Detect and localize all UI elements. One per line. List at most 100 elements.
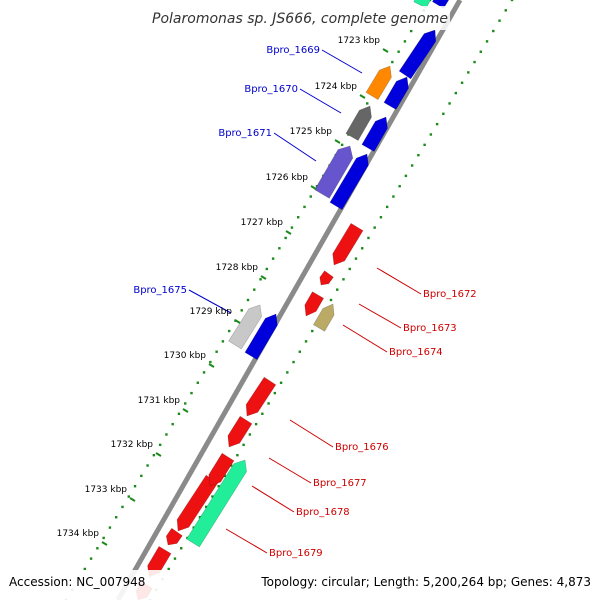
tick-dot (229, 464, 233, 467)
tick-dot (140, 474, 143, 478)
tick-dot (361, 247, 364, 250)
tick-dot (265, 267, 269, 271)
tick-dot (152, 453, 156, 457)
leader-line (251, 485, 295, 513)
leader-line (321, 49, 363, 74)
leader-line (358, 303, 402, 329)
kbp-label: 1726 kbp (266, 173, 309, 183)
gene-arrow (398, 29, 437, 80)
tick-dot (460, 81, 464, 84)
tick-dot (242, 443, 245, 447)
tick-dot (221, 340, 225, 343)
kbp-tick (285, 230, 292, 235)
kbp-label: 1723 kbp (338, 36, 381, 46)
kbp-tick (234, 319, 241, 324)
kbp-label: 1724 kbp (315, 82, 358, 92)
kbp-label: 1728 kbp (216, 263, 259, 273)
tick-dot (173, 557, 177, 560)
tick-dot (96, 547, 99, 550)
kbp-label: 1732 kbp (111, 440, 154, 450)
gene-arrow-bpro-1673 (304, 291, 325, 317)
gene-arrow-bpro-1669 (365, 65, 392, 101)
tick-dot (329, 298, 333, 302)
tick-dot (246, 298, 250, 302)
tick-dot (198, 516, 202, 519)
tick-dot (492, 29, 495, 33)
tick-dot (485, 40, 489, 43)
leader-line (225, 528, 268, 554)
gene-labels: Bpro_1669 Bpro_1670 Bpro_1671 Bpro_1672 Bpro… (133, 45, 476, 559)
gene-arrow (208, 452, 235, 487)
gene-arrow (361, 116, 388, 152)
kbp-tick (260, 275, 267, 280)
gene-arrow-bpro-1675 (228, 304, 262, 350)
tick-dot (366, 102, 369, 105)
tick-dot (379, 216, 383, 219)
gene-arrow (165, 527, 183, 546)
tick-dot (190, 391, 193, 395)
tick-dot (180, 547, 183, 550)
tick-dot (267, 402, 270, 405)
tick-dot (309, 195, 312, 198)
tick-dot (303, 205, 306, 209)
tick-dot (423, 143, 426, 147)
tick-dot (417, 153, 420, 157)
kbp-tick (208, 363, 215, 368)
tick-dot (165, 433, 168, 436)
tick-dot (227, 329, 231, 333)
tick-dot (342, 278, 345, 281)
tick-dot (102, 536, 105, 540)
tick-dot (89, 557, 93, 560)
gene-arrow-bpro-1677 (227, 415, 253, 448)
tick-dot (167, 567, 170, 571)
tick-dot (442, 112, 445, 115)
tick-dot (510, 0, 514, 2)
label-leader-lines (188, 49, 422, 554)
kbp-scale: 1723 kbp 1724 kbp 1725 kbp 1726 kbp 1727 kbp… (57, 36, 389, 546)
tick-dot (304, 340, 308, 343)
gene-arrow-bpro-1671 (314, 145, 354, 199)
gene-arrow-bpro-1672 (332, 222, 364, 266)
gene-arrow-bpro-1670 (345, 105, 372, 141)
kbp-tick (310, 185, 317, 190)
leader-line (376, 267, 422, 295)
tick-dot (504, 9, 507, 12)
tick-dot (410, 164, 414, 167)
tick-dot (146, 464, 149, 467)
accession-text: Accession: NC_007948 (9, 575, 145, 589)
tick-dot (311, 329, 314, 333)
tick-dot (367, 236, 370, 240)
kbp-tick (101, 541, 108, 546)
kbp-tick (182, 408, 189, 413)
kbp-tick (129, 497, 136, 502)
tick-dot (211, 495, 214, 498)
gene-label-bpro-1679: Bpro_1679 (269, 548, 323, 559)
gene-label-bpro-1678: Bpro_1678 (296, 507, 350, 518)
gene-label-bpro-1677: Bpro_1677 (313, 478, 367, 489)
tick-dot (348, 267, 351, 271)
topology-text: Topology: circular; Length: 5,200,264 bp… (260, 575, 591, 589)
tick-dot (273, 391, 277, 395)
kbp-label: 1734 kbp (57, 529, 100, 539)
gene-arrow (244, 313, 278, 361)
tick-dot (171, 422, 174, 426)
leader-line (299, 88, 342, 114)
tick-dot (121, 505, 124, 509)
tick-dot (454, 91, 458, 95)
tick-dot (391, 60, 394, 64)
tick-dot (177, 412, 181, 415)
tick-dot (127, 495, 130, 498)
tick-dot (217, 485, 220, 488)
tick-dot (467, 71, 470, 74)
leader-line (342, 324, 388, 353)
leader-line (188, 289, 232, 314)
tick-dot (192, 526, 195, 529)
tick-dot (248, 433, 252, 436)
title-backdrop (150, 6, 450, 30)
tick-dot (290, 226, 294, 229)
kbp-label: 1731 kbp (138, 396, 181, 406)
tick-dot (448, 102, 451, 105)
tick-dot (397, 50, 400, 53)
leader-line (268, 457, 312, 484)
